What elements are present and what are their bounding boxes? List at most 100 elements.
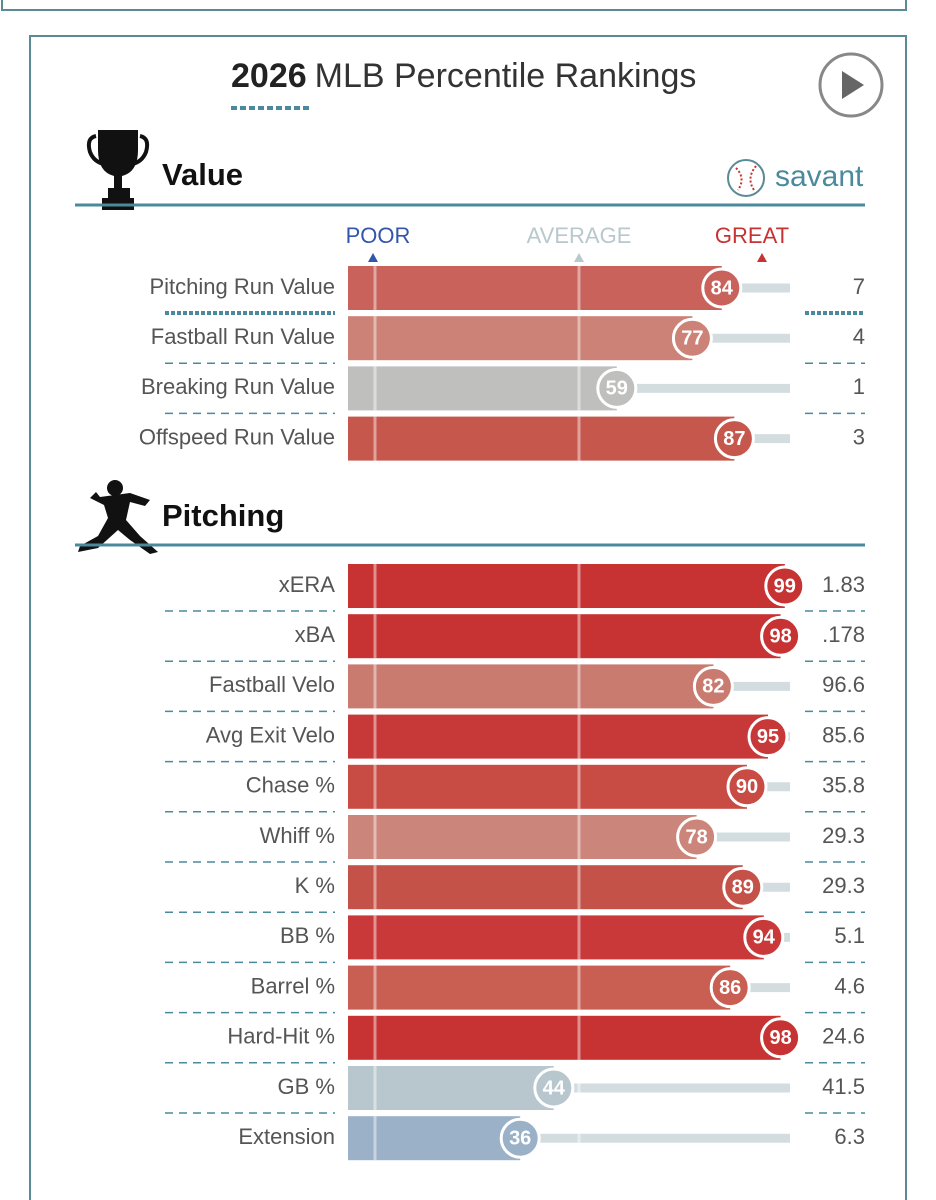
prev-card-edge [1,0,907,11]
percentile-label: 99 [774,575,796,597]
percentile-bar [348,764,747,809]
metric-value: 1 [853,374,865,399]
metric-label: Pitching Run Value [150,274,336,299]
percentile-label: 95 [757,726,779,748]
percentile-label: 98 [769,1027,791,1049]
metric-label: Fastball Run Value [151,324,335,349]
percentile-circle [747,716,789,758]
metric-value: 3 [853,424,865,449]
percentile-label: 89 [732,876,754,898]
metric-value: 96.6 [822,672,865,697]
title: 2026 MLB Percentile Rankings [231,57,696,95]
percentile-bar [348,366,617,411]
percentile-label: 84 [711,277,734,299]
percentile-bar [348,1116,521,1161]
percentile-label: 98 [769,625,791,647]
metric-label: Breaking Run Value [141,374,335,399]
percentile-label: 87 [723,428,745,450]
metric-label: BB % [280,923,335,948]
percentile-bar [348,1015,781,1060]
percentile-label: 44 [543,1077,566,1099]
percentile-label: 86 [719,977,741,999]
brand: savant [775,160,864,193]
play-button[interactable] [818,52,884,118]
percentile-circle [533,1067,575,1109]
metric-label: Barrel % [251,973,335,998]
metric-value: 7 [853,274,865,299]
percentile-bar [348,965,731,1010]
metric-label: K % [295,873,335,898]
metric-label: Chase % [246,773,335,798]
percentile-circle [709,967,751,1009]
percentile-label: 59 [606,378,628,400]
metric-label: Whiff % [260,823,335,848]
percentile-bar [348,1066,554,1110]
metric-value: 6.3 [834,1124,865,1149]
metric-label: GB % [278,1074,335,1099]
percentile-label: 94 [753,927,776,949]
metric-value: 24.6 [822,1024,865,1049]
percentile-bar [348,266,722,310]
percentile-bar [348,564,785,608]
metric-value: 29.3 [822,873,865,898]
savant-logo: savant [727,159,864,197]
metric-label: Hard-Hit % [227,1024,335,1049]
metric-label: Avg Exit Velo [206,722,335,747]
percentile-label: 77 [681,327,703,349]
metric-label: Fastball Velo [209,672,335,697]
pitcher-icon [78,480,158,554]
metric-label: Offspeed Run Value [139,424,335,449]
metric-value: 29.3 [822,823,865,848]
scale-average: AVERAGE [527,223,632,248]
metric-value: 5.1 [834,923,865,948]
percentile-bar [348,664,714,709]
percentile-circle [764,565,806,607]
section-title: Value [162,157,243,192]
metric-value: 4 [853,324,865,349]
metric-value: 4.6 [834,973,865,998]
metric-label: xBA [295,622,336,647]
percentile-circle [701,267,743,309]
percentile-label: 36 [509,1127,531,1149]
percentile-circle [760,1017,802,1059]
percentile-bar [348,915,764,960]
percentile-circle [760,615,802,657]
percentile-label: 82 [702,676,724,698]
percentile-circle [726,766,768,808]
trophy-icon [86,130,150,210]
percentile-circle [596,367,638,409]
percentile-bar [348,714,768,759]
title-text: MLB Percentile Rankings [315,57,697,95]
metric-value: 1.83 [822,572,865,597]
metric-value: 41.5 [822,1074,865,1099]
percentile-circle [722,866,764,908]
poor-arrow [368,253,378,262]
percentile-bar [348,316,693,361]
percentile-circle [676,816,718,858]
title-year: 2026 [231,57,307,95]
percentile-bar [348,865,743,910]
percentile-circle [499,1117,541,1159]
percentile-label: 90 [736,776,758,798]
scale-poor: POOR [346,223,411,248]
card-border [29,35,907,1200]
percentile-bar [348,815,697,859]
metric-value: 35.8 [822,773,865,798]
play-icon[interactable] [842,71,864,99]
metric-label: Extension [238,1124,335,1149]
percentile-circle [671,317,713,359]
metric-value: 85.6 [822,722,865,747]
metric-value: .178 [822,622,865,647]
percentile-circle [713,418,755,460]
average-arrow [574,253,584,262]
metric-label: xERA [279,572,336,597]
section-title: Pitching [162,498,284,533]
percentile-label: 78 [685,826,707,848]
percentile-bar [348,416,735,461]
percentile-circle [743,916,785,958]
percentile-bar [348,614,781,659]
percentile-circle [692,665,734,707]
scale-great: GREAT [715,223,789,248]
great-arrow [757,253,767,262]
